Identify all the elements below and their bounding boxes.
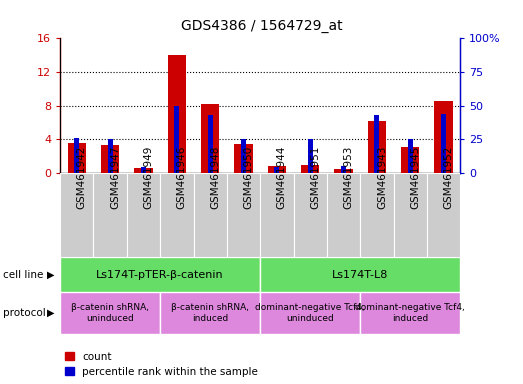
- Bar: [368, 121, 386, 173]
- Text: GSM461945: GSM461945: [410, 145, 420, 209]
- Bar: [427, 173, 460, 257]
- Bar: [234, 144, 253, 173]
- Text: GSM461950: GSM461950: [244, 146, 254, 209]
- Bar: [241, 139, 246, 173]
- Bar: [327, 173, 360, 257]
- Bar: [127, 173, 160, 257]
- Text: GSM461943: GSM461943: [377, 145, 387, 209]
- Text: GSM461942: GSM461942: [77, 145, 87, 209]
- Bar: [268, 166, 286, 173]
- Text: GDS4386 / 1564729_at: GDS4386 / 1564729_at: [180, 19, 343, 33]
- Bar: [374, 115, 379, 173]
- Bar: [160, 292, 260, 334]
- Bar: [94, 173, 127, 257]
- Bar: [260, 292, 360, 334]
- Text: protocol: protocol: [3, 308, 46, 318]
- Text: ▶: ▶: [48, 308, 55, 318]
- Bar: [160, 173, 194, 257]
- Text: Ls174T-pTER-β-catenin: Ls174T-pTER-β-catenin: [96, 270, 224, 280]
- Bar: [67, 143, 86, 173]
- Text: GSM461947: GSM461947: [110, 145, 120, 209]
- Bar: [60, 292, 160, 334]
- Bar: [134, 168, 153, 173]
- Text: cell line: cell line: [3, 270, 43, 280]
- Bar: [401, 147, 419, 173]
- Bar: [260, 257, 460, 292]
- Bar: [394, 173, 427, 257]
- Text: dominant-negative Tcf4,
induced: dominant-negative Tcf4, induced: [355, 303, 465, 323]
- Bar: [194, 173, 227, 257]
- Bar: [341, 166, 346, 173]
- Bar: [227, 173, 260, 257]
- Legend: count, percentile rank within the sample: count, percentile rank within the sample: [65, 352, 258, 377]
- Text: ▶: ▶: [48, 270, 55, 280]
- Bar: [441, 114, 446, 173]
- Bar: [308, 139, 313, 173]
- Bar: [168, 55, 186, 173]
- Bar: [201, 104, 219, 173]
- Text: dominant-negative Tcf4,
uninduced: dominant-negative Tcf4, uninduced: [255, 303, 365, 323]
- Bar: [360, 173, 393, 257]
- Text: β-catenin shRNA,
induced: β-catenin shRNA, induced: [171, 303, 249, 323]
- Text: GSM461944: GSM461944: [277, 145, 287, 209]
- Bar: [208, 115, 213, 173]
- Text: Ls174T-L8: Ls174T-L8: [332, 270, 389, 280]
- Text: GSM461952: GSM461952: [444, 145, 453, 209]
- Bar: [293, 173, 327, 257]
- Bar: [74, 138, 79, 173]
- Text: GSM461949: GSM461949: [143, 145, 153, 209]
- Bar: [435, 101, 453, 173]
- Text: GSM461951: GSM461951: [310, 145, 320, 209]
- Bar: [260, 173, 293, 257]
- Bar: [108, 139, 112, 173]
- Bar: [360, 292, 460, 334]
- Bar: [101, 145, 119, 173]
- Text: GSM461946: GSM461946: [177, 145, 187, 209]
- Bar: [60, 257, 260, 292]
- Bar: [301, 165, 320, 173]
- Bar: [141, 167, 146, 173]
- Text: GSM461948: GSM461948: [210, 145, 220, 209]
- Bar: [60, 173, 94, 257]
- Text: β-catenin shRNA,
uninduced: β-catenin shRNA, uninduced: [71, 303, 149, 323]
- Bar: [174, 106, 179, 173]
- Bar: [408, 139, 413, 173]
- Bar: [275, 167, 279, 173]
- Bar: [334, 169, 353, 173]
- Text: GSM461953: GSM461953: [344, 145, 354, 209]
